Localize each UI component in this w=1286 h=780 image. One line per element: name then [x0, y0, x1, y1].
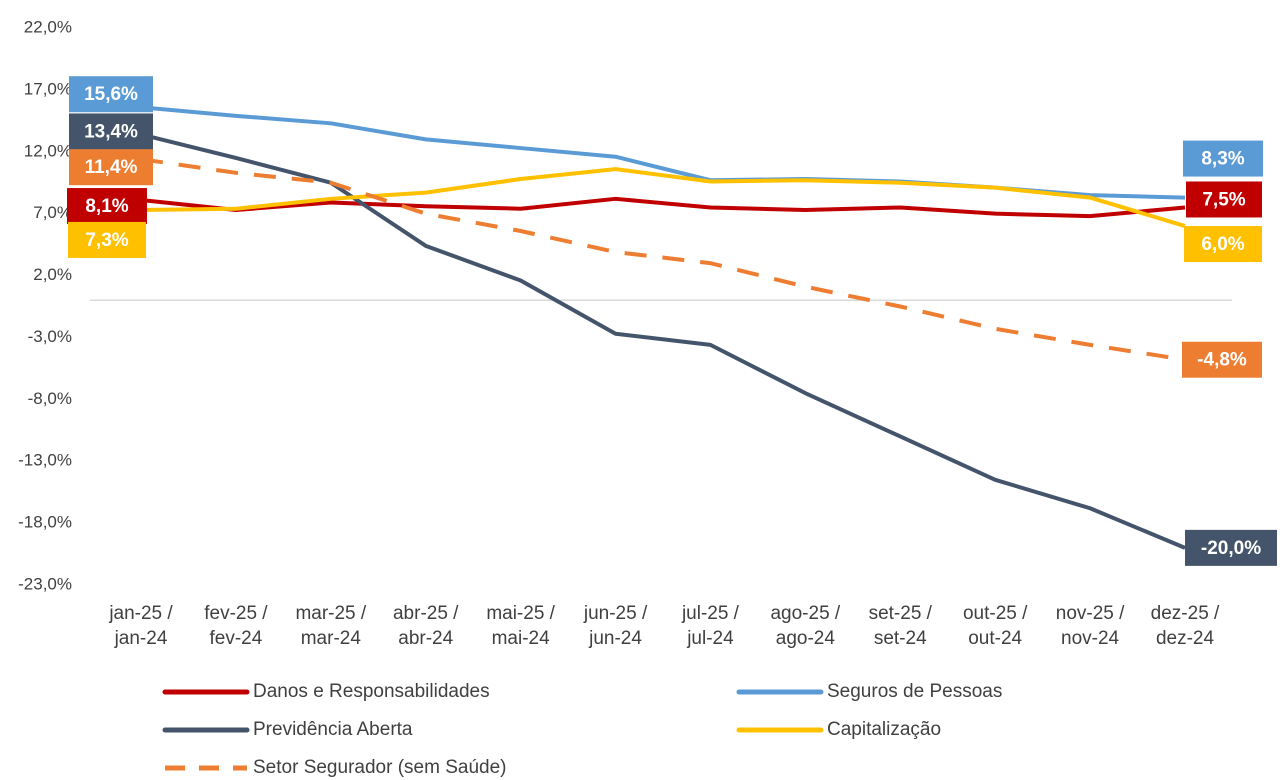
x-tick-label: nov-25 / [1056, 603, 1125, 624]
y-tick-label: -3,0% [28, 327, 72, 346]
data-label: -4,8% [1197, 350, 1247, 371]
y-tick-label: 22,0% [24, 17, 72, 36]
x-tick-label: nov-24 [1061, 628, 1120, 649]
data-label: 7,3% [85, 230, 128, 251]
x-tick-label: dez-25 / [1151, 603, 1220, 624]
x-tick-label: set-25 / [869, 603, 933, 624]
legend-label: Danos e Responsabilidades [253, 681, 490, 702]
x-tick-label: jan-24 [114, 628, 168, 649]
y-tick-label: -13,0% [18, 451, 72, 470]
data-label-box [1182, 341, 1262, 378]
x-tick-label: abr-24 [398, 628, 453, 649]
y-tick-label: 7,0% [33, 203, 72, 222]
data-label-box [1183, 140, 1263, 177]
x-tick-label: jun-25 / [583, 603, 648, 624]
x-tick-label: jun-24 [588, 628, 642, 649]
data-label: 6,0% [1201, 234, 1244, 255]
y-tick-label: -8,0% [28, 389, 72, 408]
data-label: 8,1% [85, 196, 128, 217]
data-label-box [1186, 181, 1262, 218]
series-line [140, 157, 1186, 362]
y-tick-label: -23,0% [18, 574, 72, 593]
legend-label: Capitalização [827, 719, 941, 740]
x-tick-label: mar-25 / [295, 603, 366, 624]
x-tick-label: mai-25 / [486, 603, 555, 624]
x-tick-label: ago-25 / [770, 603, 840, 624]
x-tick-label: mai-24 [492, 628, 551, 649]
x-tick-label: jan-25 / [108, 603, 173, 624]
data-label-box [67, 188, 147, 225]
x-tick-label: jul-24 [686, 628, 734, 649]
x-tick-label: fev-25 / [204, 603, 268, 624]
x-tick-label: fev-24 [210, 628, 263, 649]
data-label-box [69, 76, 153, 113]
x-tick-label: ago-24 [776, 628, 836, 649]
legend-label: Seguros de Pessoas [827, 681, 1002, 702]
data-label: 13,4% [84, 121, 138, 142]
y-tick-label: -18,0% [18, 513, 72, 532]
data-label: -20,0% [1201, 538, 1261, 559]
x-tick-label: abr-25 / [393, 603, 459, 624]
y-tick-label: 12,0% [24, 141, 72, 160]
legend-label: Previdência Aberta [253, 719, 413, 740]
data-label-box [1185, 529, 1277, 566]
data-label: 15,6% [84, 84, 138, 105]
data-label: 8,3% [1201, 149, 1244, 170]
x-tick-label: set-24 [874, 628, 927, 649]
series-line [140, 196, 1186, 219]
x-tick-label: out-25 / [963, 603, 1028, 624]
x-tick-label: mar-24 [301, 628, 362, 649]
x-tick-label: jul-25 / [681, 603, 740, 624]
series-line [140, 105, 1186, 200]
data-label-box [1184, 226, 1262, 263]
x-tick-label: out-24 [968, 628, 1022, 649]
y-tick-label: 2,0% [33, 265, 72, 284]
data-label: 11,4% [85, 157, 138, 178]
series-line [140, 132, 1186, 550]
data-label-box [69, 113, 153, 150]
series-line [140, 167, 1186, 228]
data-label: 7,5% [1202, 189, 1245, 210]
data-label-box [68, 221, 146, 258]
x-tick-label: dez-24 [1156, 628, 1215, 649]
legend-label: Setor Segurador (sem Saúde) [253, 757, 506, 778]
y-tick-label: 17,0% [24, 79, 72, 98]
data-label-box [69, 149, 153, 186]
